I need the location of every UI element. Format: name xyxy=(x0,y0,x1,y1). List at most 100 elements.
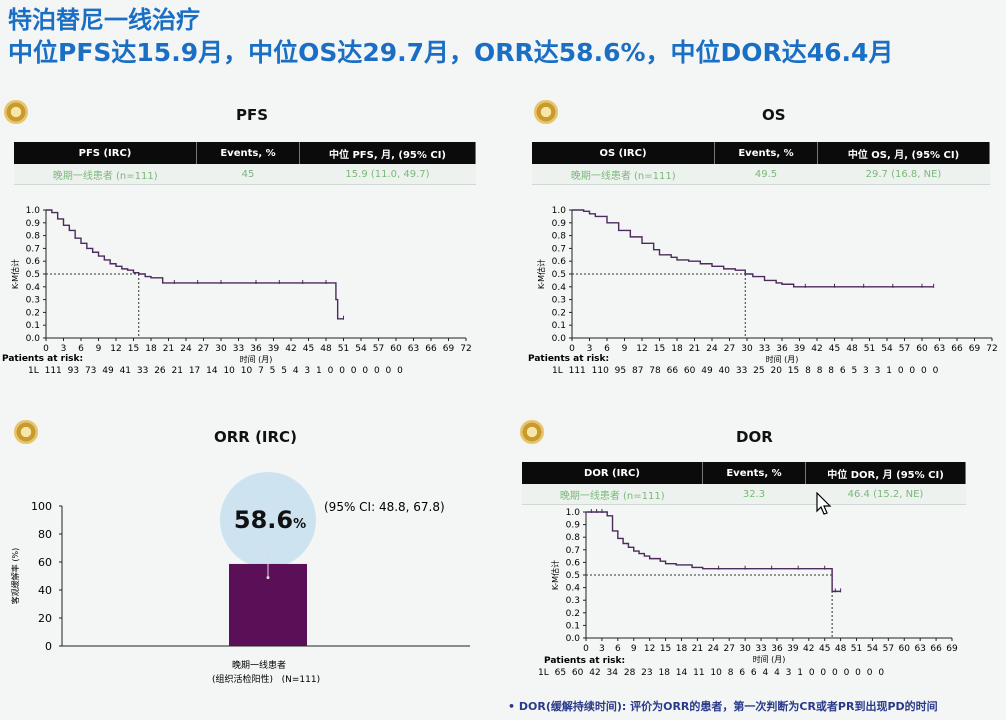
os-panel: OS OS (IRC) Events, % 中位 OS, 月, (95% CI)… xyxy=(512,90,1006,390)
y-tick-label: 0.2 xyxy=(566,609,580,619)
orr-value-unit: % xyxy=(293,517,307,532)
x-tick-label: 60 xyxy=(899,644,911,654)
footnote: • DOR(缓解持续时间): 评价为ORR的患者，第一次判断为CR或者PR到出现… xyxy=(508,700,938,713)
x-tick-label: 21 xyxy=(689,344,700,354)
os-km-chart: 0.00.10.20.30.40.50.60.70.80.91.00 3 6 9 12 1… xyxy=(536,206,998,364)
x-tick-label: 69 xyxy=(969,344,981,354)
orr-xlabel-1: 晚期一线患者 xyxy=(232,661,287,671)
x-tick-label: 63 xyxy=(934,344,945,354)
x-tick-label: 66 xyxy=(930,644,942,654)
y-axis-label: K-M估计 xyxy=(10,259,20,289)
x-tick-label: 39 xyxy=(787,644,799,654)
pfs-risk-label: Patients at risk: xyxy=(2,354,84,364)
x-tick-label: 3 xyxy=(61,344,67,354)
orr-bar-chart: 0 20 40 60 80 100 客观缓解率 (%) xyxy=(10,500,470,653)
orr-panel: ORR (IRC) (95% CI: 48.8, 67.8) 58.6% 0 20… xyxy=(0,410,495,700)
x-tick-label: 57 xyxy=(899,344,910,354)
y-tick-label: 0.4 xyxy=(552,283,567,293)
x-tick-label: 69 xyxy=(443,344,455,354)
x-tick-label: 12 xyxy=(110,344,121,354)
os-table-cell: 49.5 xyxy=(714,164,818,185)
x-tick-label: 30 xyxy=(215,344,227,354)
y-tick-label: 1.0 xyxy=(566,508,581,518)
x-tick-label: 42 xyxy=(285,344,296,354)
x-tick-label: 39 xyxy=(268,344,280,354)
os-risk-row: 1L 111 110 95 87 78 66 60 49 40 33 25 20… xyxy=(552,366,939,376)
pfs-risk-row: 1L 111 93 73 49 41 33 26 21 17 14 10 10 … xyxy=(28,366,403,376)
x-tick-label: 54 xyxy=(867,644,879,654)
orr-title: ORR (IRC) xyxy=(214,428,297,446)
x-tick-label: 27 xyxy=(724,344,735,354)
y-tick-label: 1.0 xyxy=(552,206,567,216)
dor-stat-table: DOR (IRC) Events, % 中位 DOR, 月 (95% CI) 晚… xyxy=(522,462,966,505)
y-tick-label: 0.6 xyxy=(566,558,581,568)
x-tick-label: 57 xyxy=(883,644,894,654)
x-tick-label: 18 xyxy=(671,344,683,354)
y-tick-label: 0.5 xyxy=(552,270,566,280)
y-tick-label: 0.4 xyxy=(566,584,581,594)
orr-value-number: 58.6 xyxy=(233,506,294,534)
seal-icon xyxy=(4,100,28,124)
x-tick-label: 15 xyxy=(660,644,671,654)
dor-table-header: Events, % xyxy=(702,462,806,484)
x-tick-label: 30 xyxy=(739,644,751,654)
dor-panel: DOR DOR (IRC) Events, % 中位 DOR, 月 (95% C… xyxy=(500,410,1006,700)
pfs-table-cell: 15.9 (11.0, 49.7) xyxy=(299,164,476,185)
y-tick-label: 0.8 xyxy=(566,533,581,543)
pfs-km-chart: 0.00.10.20.30.40.50.60.70.80.91.00 3 6 9 12 1… xyxy=(10,206,472,364)
x-tick-label: 27 xyxy=(723,644,734,654)
x-tick-label: 15 xyxy=(128,344,139,354)
pfs-table-cell: 晚期一线患者 (n=111) xyxy=(14,164,197,185)
dor-risk-row: 1L 65 60 42 34 28 23 18 14 11 10 8 6 6 4… xyxy=(538,668,885,678)
pfs-table-header: Events, % xyxy=(196,142,300,164)
os-title: OS xyxy=(762,106,786,124)
x-tick-label: 51 xyxy=(851,644,862,654)
dor-risk-label: Patients at risk: xyxy=(544,656,626,666)
seal-icon xyxy=(520,420,544,444)
x-tick-label: 33 xyxy=(755,644,766,654)
y-tick-label: 0.3 xyxy=(552,296,566,306)
x-tick-label: 24 xyxy=(706,344,718,354)
y-tick-label: 0.9 xyxy=(552,219,567,229)
x-tick-label: 6 xyxy=(615,644,621,654)
os-table-header: OS (IRC) xyxy=(532,142,715,164)
x-tick-label: 60 xyxy=(916,344,928,354)
x-tick-label: 18 xyxy=(145,344,157,354)
x-tick-label: 33 xyxy=(759,344,770,354)
y-tick-label: 0 xyxy=(45,640,52,653)
x-tick-label: 27 xyxy=(198,344,209,354)
x-tick-label: 51 xyxy=(338,344,349,354)
x-tick-label: 6 xyxy=(78,344,84,354)
dor-km-chart: 0.00.10.20.30.40.50.60.70.80.91.00 3 6 9 12 1… xyxy=(550,508,958,664)
y-tick-label: 0.5 xyxy=(26,270,40,280)
dor-table-header: DOR (IRC) xyxy=(522,462,703,484)
y-tick-label: 0.2 xyxy=(552,308,566,318)
x-tick-label: 3 xyxy=(599,644,605,654)
x-tick-label: 69 xyxy=(946,644,958,654)
x-tick-label: 0 xyxy=(43,344,49,354)
x-tick-label: 12 xyxy=(644,644,655,654)
y-tick-label: 0.1 xyxy=(566,621,580,631)
y-tick-label: 0.6 xyxy=(552,257,567,267)
x-tick-label: 36 xyxy=(776,344,788,354)
x-tick-label: 3 xyxy=(587,344,593,354)
x-tick-label: 72 xyxy=(986,344,997,354)
x-tick-label: 15 xyxy=(654,344,665,354)
y-tick-label: 40 xyxy=(38,584,52,597)
y-tick-label: 0.0 xyxy=(552,334,567,344)
x-tick-label: 9 xyxy=(622,344,628,354)
x-tick-label: 45 xyxy=(829,344,840,354)
pfs-table-header: 中位 PFS, 月, (95% CI) xyxy=(299,142,476,164)
x-tick-label: 63 xyxy=(914,644,925,654)
km-curve xyxy=(572,209,934,288)
orr-error-cap xyxy=(266,576,270,580)
x-tick-label: 36 xyxy=(250,344,262,354)
km-curve xyxy=(586,511,841,593)
y-tick-label: 0.0 xyxy=(566,634,581,644)
y-tick-label: 0.9 xyxy=(26,219,41,229)
dor-table-cell: 32.3 xyxy=(702,484,806,505)
pfs-table-cell: 45 xyxy=(196,164,300,185)
dor-table-cell: 晚期一线患者 (n=111) xyxy=(522,484,703,505)
y-axis-label: 客观缓解率 (%) xyxy=(10,548,20,604)
x-tick-label: 30 xyxy=(741,344,753,354)
